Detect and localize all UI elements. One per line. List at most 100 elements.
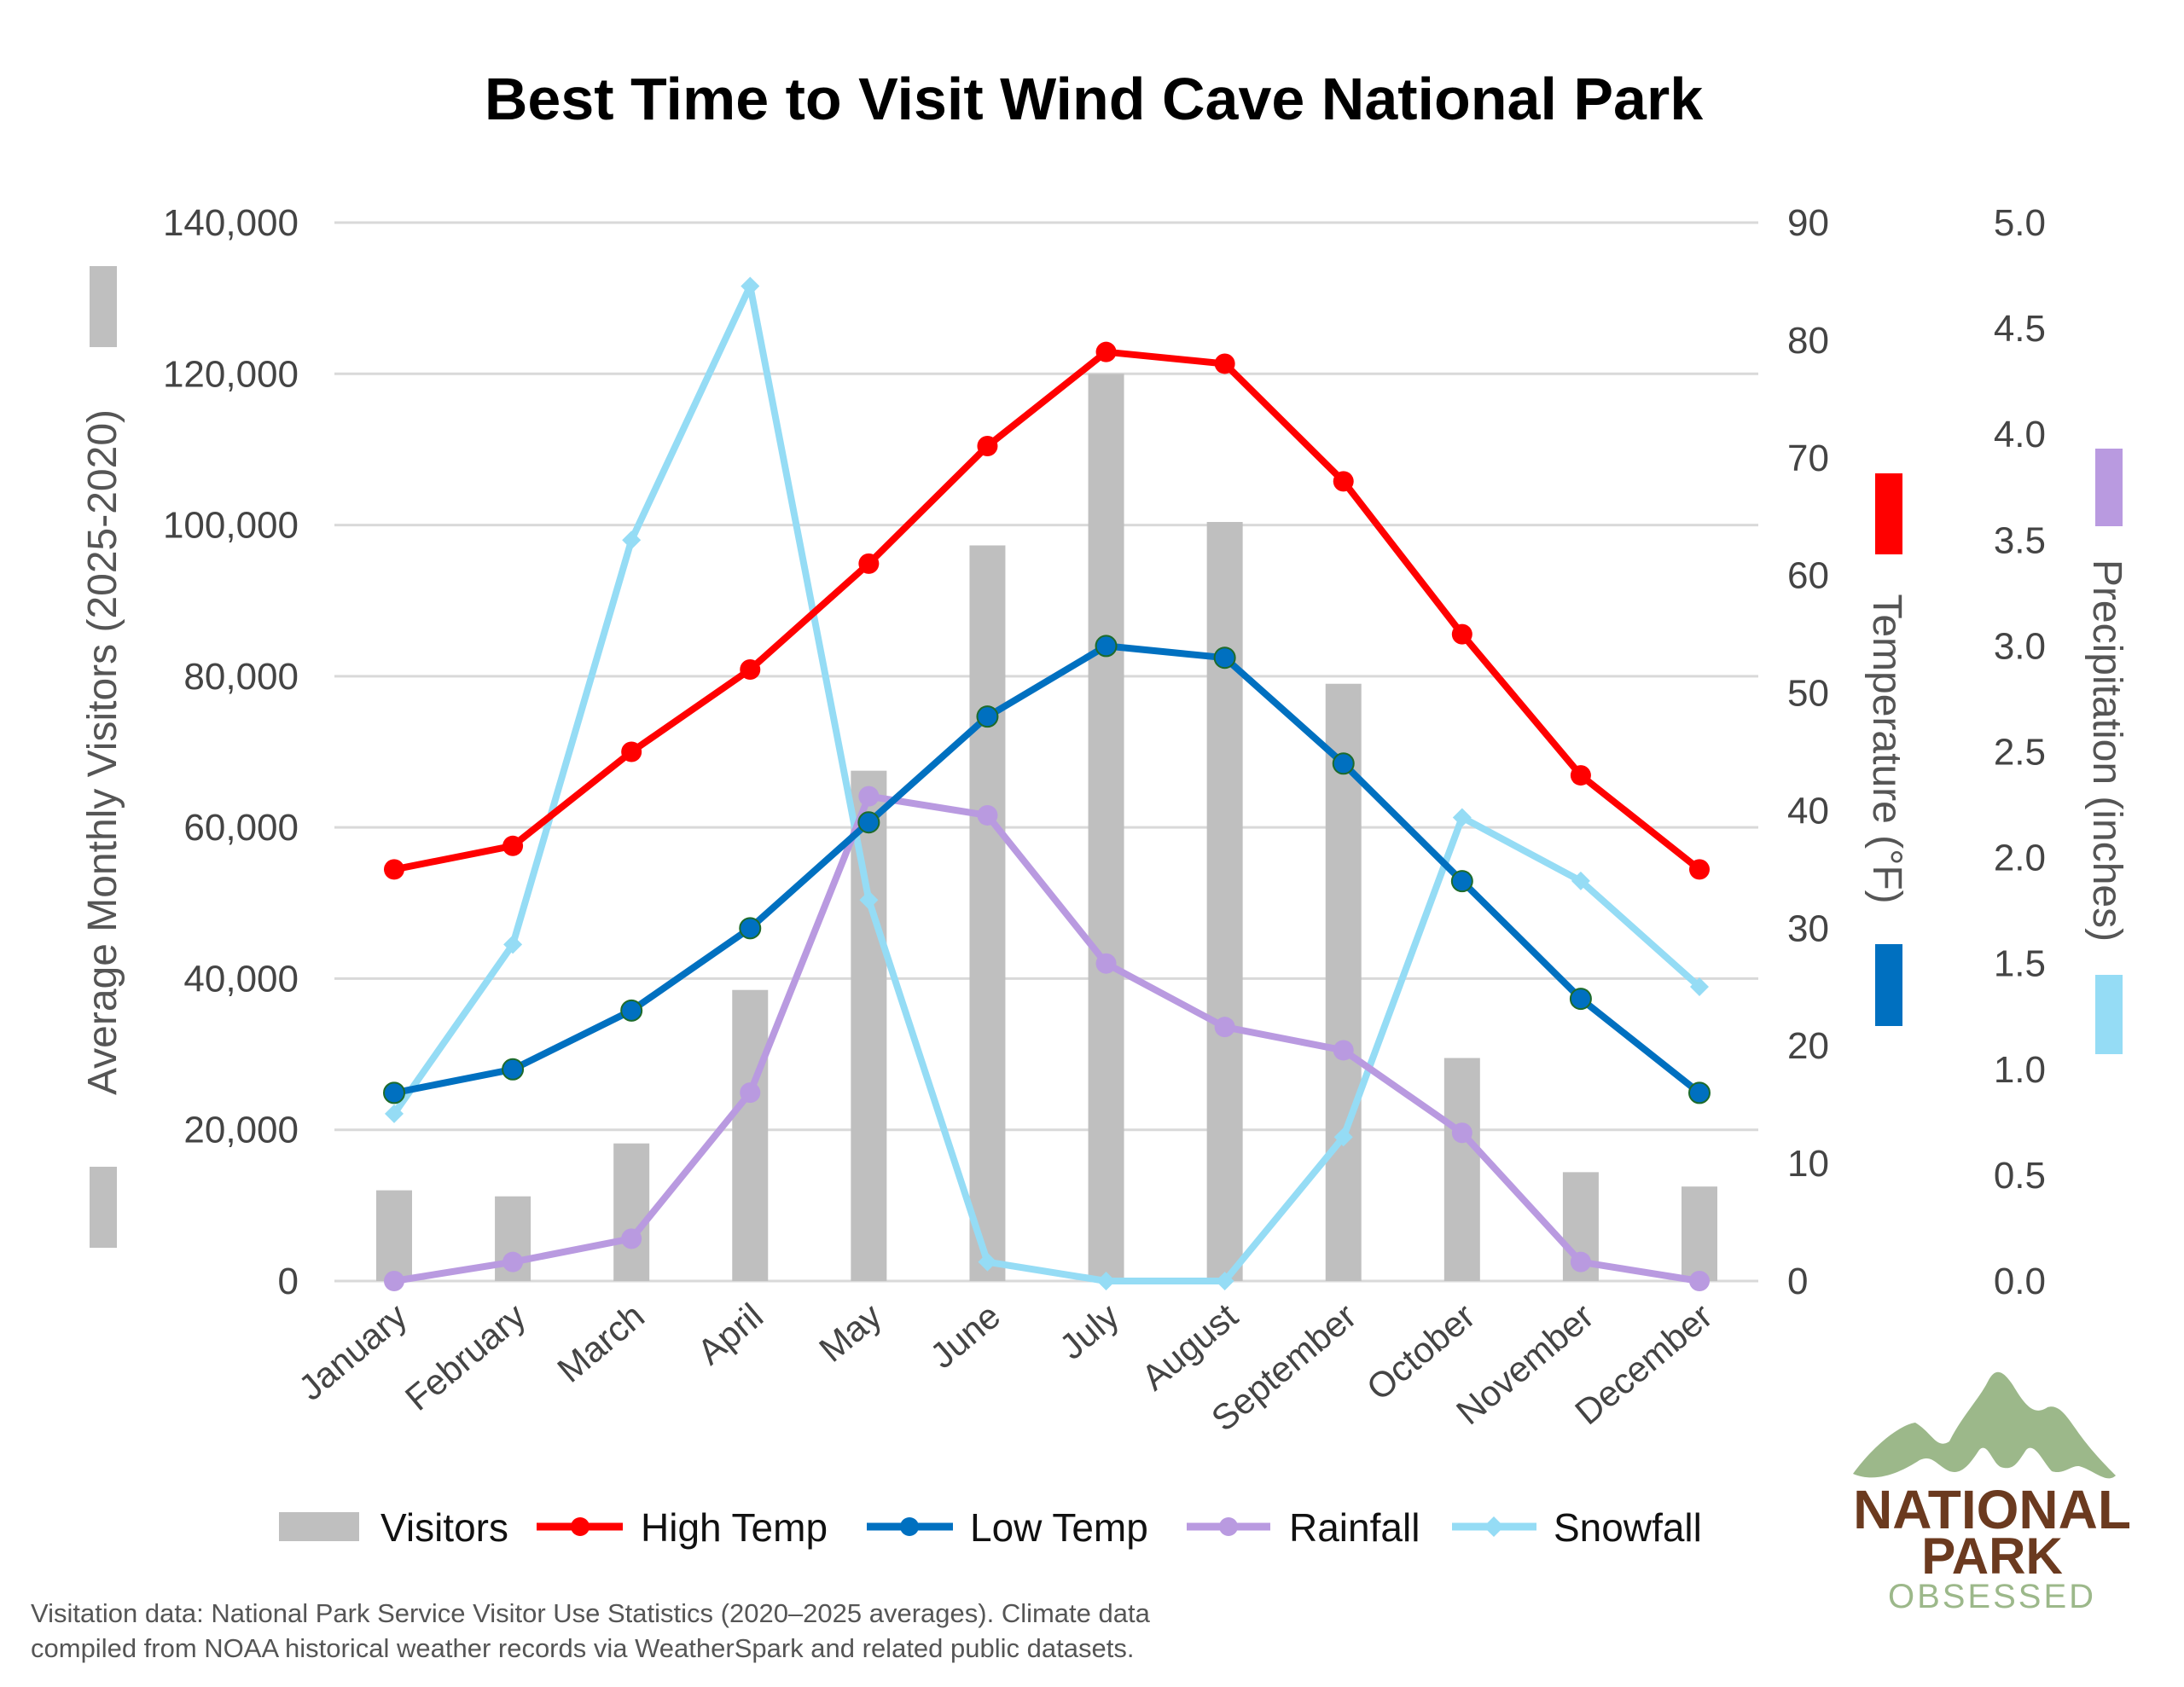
left-tick-label: 140,000 [163, 202, 299, 244]
temperature-axis-title: Temperature (°F) [1864, 594, 1909, 903]
logo-text-park: PARK [1921, 1528, 2063, 1585]
rainfall-point [1570, 1251, 1591, 1272]
month-label: January [291, 1296, 415, 1408]
precipitation-tick-label: 2.0 [1994, 838, 2046, 879]
precipitation-tick-label: 1.0 [1994, 1049, 2046, 1091]
gridlines [334, 221, 1758, 1283]
legend-high-temp-label: High Temp [641, 1505, 828, 1550]
snowfall-point [503, 935, 523, 954]
precipitation-tick-label: 4.5 [1994, 308, 2046, 350]
low-temp-point [739, 917, 762, 940]
snowfall-point [1452, 808, 1472, 827]
high-temp-line [393, 348, 1702, 873]
series-lines [383, 276, 1711, 1291]
footnote-line-1: Visitation data: National Park Service V… [31, 1598, 1151, 1628]
snowfall-point [978, 1252, 997, 1272]
visitors-bar [1088, 374, 1124, 1282]
high-temp-point [1095, 341, 1117, 362]
low-temp-point [383, 1081, 405, 1104]
temperature-tick-label: 0 [1787, 1261, 1808, 1302]
temperature-tick-label: 80 [1787, 320, 1829, 362]
high-temp-point [1689, 859, 1710, 880]
mountain-icon [1853, 1371, 2116, 1479]
month-label: March [549, 1296, 652, 1390]
high-temp-point [1214, 353, 1235, 374]
month-label: February [398, 1296, 533, 1418]
visitors-bar [613, 1143, 650, 1281]
legend-snowfall-label: Snowfall [1554, 1505, 1702, 1550]
temperature-tick-label: 90 [1787, 202, 1829, 244]
month-label: June [922, 1296, 1008, 1377]
snowfall-point [622, 530, 642, 550]
month-label: July [1052, 1296, 1126, 1367]
precipitation-tick-label: 1.5 [1994, 943, 2046, 985]
rainfall-point [384, 1271, 404, 1291]
high-temp-axis-marker [1875, 473, 1902, 554]
precipitation-tick-label: 0.5 [1994, 1155, 2046, 1197]
left-axis-title: Average Monthly Visitors (2025-2020) [80, 409, 125, 1095]
snowfall-point [1096, 1272, 1116, 1290]
left-tick-label: 120,000 [163, 353, 299, 395]
rainfall-point [502, 1251, 524, 1272]
temperature-tick-label: 40 [1787, 790, 1829, 832]
rainfall-point [858, 786, 880, 807]
temperature-tick-label: 70 [1787, 438, 1829, 479]
rainfall-axis-marker [2095, 449, 2123, 526]
rainfall-point [1095, 953, 1117, 974]
snowfall-point [741, 276, 760, 296]
high-temp-point [502, 835, 524, 856]
rainfall-point [1689, 1271, 1710, 1291]
snowfall-point [859, 890, 879, 910]
low-temp-point [1095, 635, 1118, 658]
low-temp-point [1213, 646, 1236, 670]
visitors-bar [1443, 1058, 1480, 1281]
legend-low-temp-label: Low Temp [970, 1505, 1148, 1550]
legend-rainfall-marker [1219, 1517, 1238, 1536]
left-tick-label: 40,000 [183, 958, 299, 1000]
month-label: April [689, 1296, 770, 1372]
snowfall-axis-marker [2095, 975, 2123, 1054]
left-tick-label: 60,000 [183, 807, 299, 849]
legend-snowfall-marker [1484, 1516, 1504, 1537]
rainfall-point [740, 1082, 761, 1104]
low-temp-point [502, 1058, 525, 1081]
snowfall-point [1333, 1128, 1353, 1147]
low-temp-point [1450, 870, 1473, 893]
visitors-axis-marker [90, 1167, 117, 1248]
precipitation-tick-label: 3.5 [1994, 519, 2046, 561]
snowfall-point [1215, 1272, 1234, 1290]
high-temp-point [1451, 623, 1472, 645]
legend-low-temp-marker [900, 1517, 919, 1536]
temperature-tick-label: 60 [1787, 555, 1829, 597]
low-temp-point [1332, 752, 1355, 775]
low-temp-point [1688, 1081, 1711, 1104]
temperature-tick-label: 20 [1787, 1025, 1829, 1067]
rainfall-line [393, 792, 1700, 1284]
visitors-axis-marker [90, 266, 117, 347]
rainfall-point [977, 804, 998, 826]
high-temp-point [977, 435, 998, 456]
high-temp-point [1570, 765, 1591, 786]
low-temp-point [857, 811, 880, 834]
visitors-bar [1206, 522, 1243, 1281]
high-temp-point [740, 658, 761, 680]
logo-text-national: NATIONAL [1853, 1479, 2131, 1540]
rainfall-point [1333, 1040, 1354, 1061]
left-tick-label: 20,000 [183, 1110, 299, 1151]
legend-visitors-label: Visitors [380, 1505, 508, 1550]
tick-labels: 0 20,000 40,000 60,000 80,000 100,000 120,000 1… [163, 202, 2046, 1302]
temperature-tick-label: 50 [1787, 673, 1829, 715]
visitors-bar [1682, 1186, 1717, 1281]
legend-high-temp-marker [571, 1517, 590, 1536]
snowfall-point [385, 1104, 404, 1123]
snowfall-point [1690, 977, 1709, 997]
high-temp-point [621, 741, 642, 762]
precipitation-tick-label: 3.0 [1994, 625, 2046, 667]
visitors-bar [969, 545, 1006, 1281]
precipitation-tick-label: 4.0 [1994, 414, 2046, 455]
visitors-bar [376, 1190, 412, 1281]
high-temp-point [858, 553, 880, 574]
left-tick-label: 0 [278, 1261, 299, 1302]
rainfall-point [621, 1228, 642, 1249]
rainfall-point [1214, 1017, 1235, 1038]
